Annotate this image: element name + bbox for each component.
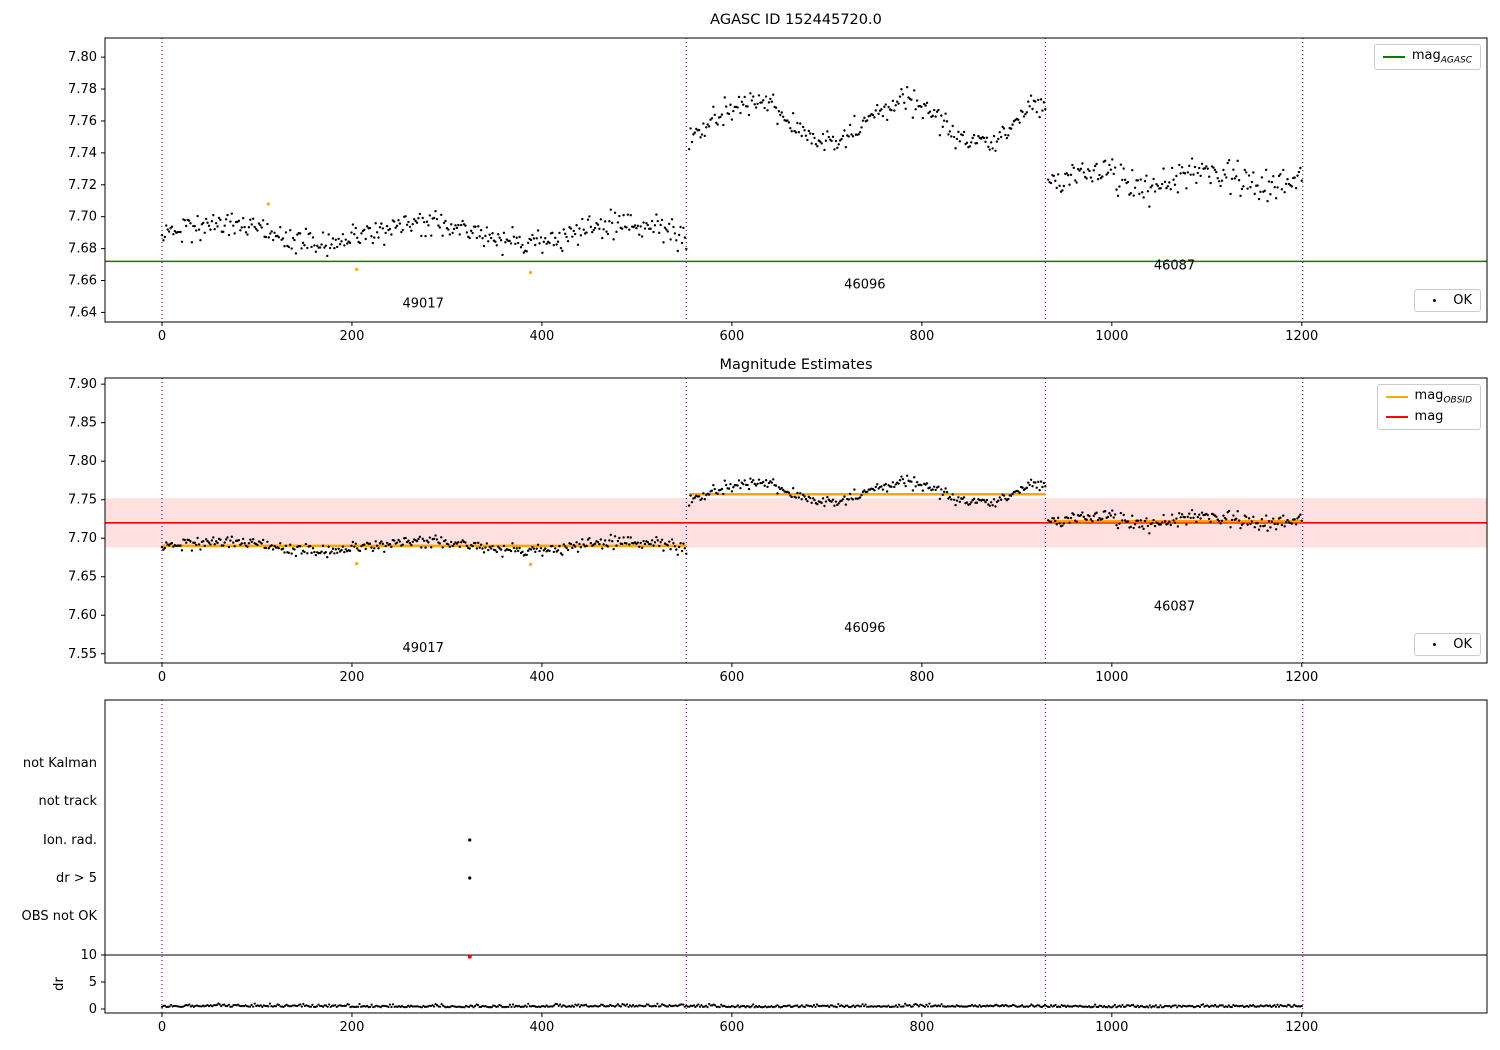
svg-text:600: 600 [719, 670, 744, 685]
svg-text:200: 200 [340, 670, 365, 685]
svg-text:7.76: 7.76 [68, 114, 97, 129]
svg-text:400: 400 [530, 670, 555, 685]
svg-text:0: 0 [158, 670, 166, 685]
svg-text:7.65: 7.65 [68, 570, 97, 585]
svg-text:7.70: 7.70 [68, 531, 97, 546]
middle-chart-title: Magnitude Estimates [719, 357, 873, 373]
mag-agasc-label: magAGASC [1411, 48, 1472, 66]
ok-dot-icon-mid [1433, 643, 1437, 646]
svg-text:Ion. rad.: Ion. rad. [43, 833, 97, 848]
svg-text:7.74: 7.74 [68, 146, 97, 161]
legend-row-mag: mag [1385, 408, 1472, 427]
svg-text:46087: 46087 [1154, 258, 1195, 273]
mag-obsid-label: magOBSID [1414, 388, 1472, 406]
svg-text:1000: 1000 [1095, 1020, 1128, 1035]
middle-ok-legend: OK [1414, 633, 1481, 656]
svg-text:7.80: 7.80 [68, 454, 97, 469]
svg-text:400: 400 [530, 1020, 555, 1035]
svg-text:1000: 1000 [1095, 670, 1128, 685]
svg-text:dr: dr [52, 977, 67, 991]
top-legend: magAGASC [1373, 44, 1481, 70]
svg-text:800: 800 [909, 670, 934, 685]
svg-text:not track: not track [38, 794, 97, 809]
legend-row-ok-mid: OK [1423, 637, 1472, 652]
svg-text:7.68: 7.68 [68, 242, 97, 257]
svg-text:0: 0 [158, 1020, 166, 1035]
svg-text:200: 200 [340, 329, 365, 344]
svg-text:5: 5 [89, 975, 97, 990]
svg-text:600: 600 [719, 329, 744, 344]
ok-label-mid: OK [1453, 637, 1472, 652]
svg-text:7.75: 7.75 [68, 493, 97, 508]
svg-text:800: 800 [909, 329, 934, 344]
svg-text:7.64: 7.64 [68, 305, 97, 320]
svg-text:49017: 49017 [403, 641, 444, 656]
mag-obsid-sub: OBSID [1443, 395, 1472, 406]
svg-text:46096: 46096 [844, 277, 885, 292]
top-ok-legend: OK [1414, 289, 1481, 312]
top-chart-title: AGASC ID 152445720.0 [710, 12, 882, 28]
mag-line-icon [1385, 416, 1408, 419]
svg-text:1200: 1200 [1285, 1020, 1318, 1035]
svg-text:49017: 49017 [403, 297, 444, 312]
svg-text:800: 800 [909, 1020, 934, 1035]
svg-text:7.66: 7.66 [68, 274, 97, 289]
svg-text:dr > 5: dr > 5 [56, 871, 97, 886]
svg-text:7.80: 7.80 [68, 50, 97, 65]
svg-text:600: 600 [719, 1020, 744, 1035]
svg-text:7.78: 7.78 [68, 82, 97, 97]
mag-obsid-line-icon [1385, 395, 1408, 398]
mag-agasc-sub: AGASC [1440, 55, 1472, 66]
svg-text:7.55: 7.55 [68, 647, 97, 662]
svg-text:400: 400 [530, 329, 555, 344]
mag-agasc-line-icon [1382, 55, 1405, 58]
legend-row-mag-agasc: magAGASC [1382, 48, 1472, 66]
svg-text:OBS not OK: OBS not OK [22, 909, 98, 924]
legend-row-mag-obsid: magOBSID [1385, 388, 1472, 406]
svg-text:0: 0 [89, 1002, 97, 1017]
svg-text:200: 200 [340, 1020, 365, 1035]
svg-text:7.90: 7.90 [68, 377, 97, 392]
svg-text:1200: 1200 [1285, 329, 1318, 344]
legend-row-ok-top: OK [1423, 293, 1472, 308]
mag-label: mag [1414, 408, 1444, 424]
svg-text:1000: 1000 [1095, 329, 1128, 344]
svg-text:7.60: 7.60 [68, 608, 97, 623]
svg-text:0: 0 [158, 329, 166, 344]
svg-text:46096: 46096 [844, 621, 885, 636]
ok-dot-icon-top [1433, 299, 1437, 302]
svg-text:10: 10 [80, 948, 97, 963]
middle-legend: magOBSID mag [1376, 384, 1481, 431]
ok-label-top: OK [1453, 293, 1472, 308]
svg-text:46087: 46087 [1154, 600, 1195, 615]
svg-text:1200: 1200 [1285, 670, 1318, 685]
svg-text:not Kalman: not Kalman [23, 756, 97, 771]
svg-text:7.70: 7.70 [68, 210, 97, 225]
svg-text:7.85: 7.85 [68, 416, 97, 431]
svg-text:7.72: 7.72 [68, 178, 97, 193]
